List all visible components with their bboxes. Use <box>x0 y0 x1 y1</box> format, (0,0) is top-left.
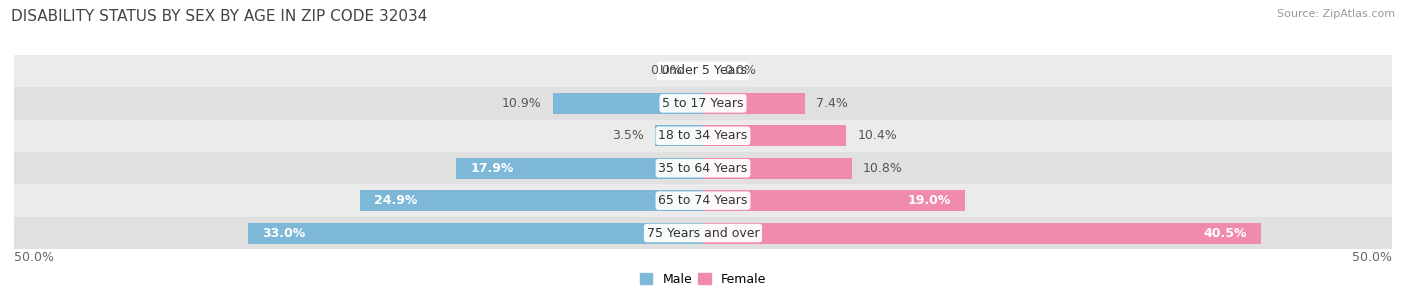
Bar <box>14 217 1392 249</box>
Text: 50.0%: 50.0% <box>1353 251 1392 264</box>
Bar <box>553 93 703 114</box>
Bar <box>14 185 1392 217</box>
Text: 35 to 64 Years: 35 to 64 Years <box>658 162 748 175</box>
Text: 10.4%: 10.4% <box>858 129 897 142</box>
Bar <box>703 125 846 146</box>
Bar <box>703 93 806 114</box>
Text: 7.4%: 7.4% <box>815 97 848 110</box>
Bar <box>703 190 965 211</box>
Bar <box>703 223 1261 244</box>
Text: 0.0%: 0.0% <box>724 64 755 78</box>
Bar <box>14 119 1392 152</box>
Text: Source: ZipAtlas.com: Source: ZipAtlas.com <box>1277 9 1395 19</box>
Bar <box>14 55 1392 87</box>
Text: 3.5%: 3.5% <box>612 129 644 142</box>
Legend: Male, Female: Male, Female <box>640 273 766 286</box>
Bar <box>457 158 703 179</box>
Bar <box>249 223 703 244</box>
Text: 10.8%: 10.8% <box>863 162 903 175</box>
Text: 5 to 17 Years: 5 to 17 Years <box>662 97 744 110</box>
Text: 40.5%: 40.5% <box>1204 226 1247 240</box>
Text: 0.0%: 0.0% <box>651 64 682 78</box>
Text: DISABILITY STATUS BY SEX BY AGE IN ZIP CODE 32034: DISABILITY STATUS BY SEX BY AGE IN ZIP C… <box>11 9 427 24</box>
Text: 19.0%: 19.0% <box>908 194 950 207</box>
Text: 65 to 74 Years: 65 to 74 Years <box>658 194 748 207</box>
Text: 75 Years and over: 75 Years and over <box>647 226 759 240</box>
Bar <box>655 125 703 146</box>
Bar <box>14 152 1392 185</box>
Text: 10.9%: 10.9% <box>502 97 541 110</box>
Text: 17.9%: 17.9% <box>470 162 513 175</box>
Text: 33.0%: 33.0% <box>262 226 305 240</box>
Text: 50.0%: 50.0% <box>14 251 53 264</box>
Text: 24.9%: 24.9% <box>374 194 418 207</box>
Bar <box>360 190 703 211</box>
Text: 18 to 34 Years: 18 to 34 Years <box>658 129 748 142</box>
Bar <box>14 87 1392 119</box>
Bar <box>703 158 852 179</box>
Text: Under 5 Years: Under 5 Years <box>659 64 747 78</box>
